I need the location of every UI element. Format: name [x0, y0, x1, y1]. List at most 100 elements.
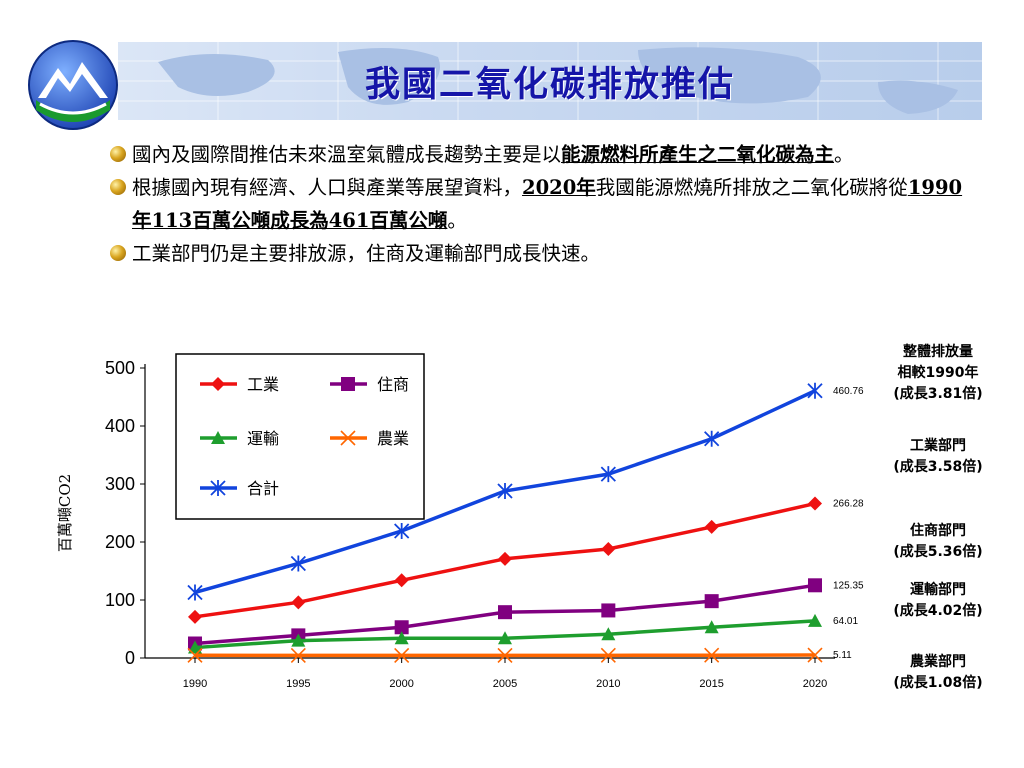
x-tick-label: 1990: [183, 678, 207, 690]
side-note-total: 整體排放量 相較1990年 (成長3.81倍): [868, 342, 1008, 405]
data-point: [704, 430, 720, 447]
y-tick-label: 0: [125, 648, 135, 668]
series-運輸: 64.01: [188, 613, 858, 654]
data-point: [187, 647, 203, 663]
side-note-line: 整體排放量: [903, 344, 973, 360]
bullet-item: 根據國內現有經濟、人口與產業等展望資料，2020年我國能源燃燒所排放之二氧化碳將…: [110, 171, 970, 237]
legend-marker: [340, 430, 356, 446]
data-point: [704, 519, 719, 534]
data-point: [704, 620, 719, 634]
data-point: [394, 620, 409, 635]
series-合計: 460.76: [187, 382, 864, 601]
data-point: [600, 466, 616, 483]
data-point: [188, 609, 202, 624]
data-point: [497, 482, 513, 499]
chart-series: 266.28 125.35 64.01 5.11 460.76: [187, 382, 864, 663]
bullet-text: 。: [834, 143, 854, 166]
bullet-emphasis: 1990年113百萬公噸成長為461百萬公噸: [132, 176, 963, 232]
data-point: [601, 603, 616, 618]
data-label: 125.35: [833, 580, 864, 591]
bullet-text: 國內及國際間推估未來溫室氣體成長趨勢主要是以: [132, 143, 562, 166]
series-農業: 5.11: [187, 647, 852, 663]
x-tick-label: 2015: [699, 678, 723, 690]
data-point: [188, 640, 202, 654]
legend-item: 運輸: [200, 429, 279, 448]
y-axis-label: 百萬噸CO2: [56, 474, 74, 552]
logo-icon: [28, 40, 118, 130]
x-tick-label: 1995: [286, 678, 310, 690]
data-point: [187, 584, 203, 601]
bullet-text: 根據國內現有經濟、人口與產業等展望資料，: [132, 176, 523, 199]
x-tick-label: 2000: [389, 678, 413, 690]
side-note-line: (成長5.36倍): [893, 544, 983, 560]
data-point: [808, 613, 822, 627]
x-tick-label: 2005: [493, 678, 517, 690]
legend-marker: [211, 377, 225, 391]
data-label: 266.28: [833, 499, 864, 510]
data-point: [498, 551, 512, 566]
data-point: [807, 647, 823, 663]
side-note-line: (成長3.81倍): [893, 386, 983, 402]
side-note-line: 工業部門: [910, 438, 966, 454]
legend-label: 農業: [377, 429, 409, 448]
legend-label: 合計: [247, 479, 279, 498]
data-point: [497, 647, 513, 663]
page-title: 我國二氧化碳排放推估: [364, 64, 735, 105]
side-note-line: 相較1990年: [897, 365, 979, 381]
data-label: 64.01: [833, 616, 858, 627]
chart-axes: 0 100 200 300 400 500 1990 1995 2000 2005 2010 2015…: [56, 358, 870, 717]
data-point: [498, 605, 512, 620]
data-label: 460.76: [833, 386, 864, 397]
y-tick-label: 500: [105, 358, 135, 378]
side-note-line: (成長3.58倍): [893, 459, 983, 475]
bullet-icon: [110, 179, 126, 195]
data-point: [808, 578, 822, 593]
side-note-residential: 住商部門 (成長5.36倍): [868, 521, 1008, 563]
y-tick-label: 100: [105, 590, 135, 610]
y-tick-label: 300: [105, 474, 135, 494]
world-map-background: [118, 42, 982, 120]
side-note-agriculture: 農業部門 (成長1.08倍): [868, 652, 1008, 694]
legend-item: 農業: [330, 429, 409, 448]
data-point: [394, 647, 410, 663]
bullet-emphasis: 能源燃料所產生之二氧化碳為主: [561, 143, 835, 166]
side-note-line: 運輸部門: [910, 582, 966, 598]
legend-label: 工業: [247, 375, 279, 394]
y-tick-label: 200: [105, 532, 135, 552]
data-label: 5.11: [833, 650, 852, 661]
bullet-text: 我國能源燃燒所排放之二氧化碳將從: [595, 176, 908, 199]
y-tick-label: 400: [105, 416, 135, 436]
side-note-line: (成長1.08倍): [893, 675, 983, 691]
data-point: [601, 541, 616, 556]
legend-marker: [341, 377, 355, 391]
data-point: [291, 633, 306, 647]
legend-marker: [211, 431, 225, 444]
data-point: [290, 647, 306, 663]
data-point: [290, 555, 306, 572]
bullet-emphasis: 2020年: [522, 176, 596, 199]
x-axis-label: 年: [870, 697, 871, 717]
bullet-text: 工業部門仍是主要排放源，住商及運輸部門成長快速。: [132, 242, 601, 265]
co2-line-chart: 0 100 200 300 400 500 1990 1995 2000 2005 2010 2015…: [56, 353, 870, 717]
data-point: [394, 522, 410, 539]
data-point: [808, 496, 822, 511]
bullet-text: 。: [447, 209, 467, 232]
legend-item: 住商: [330, 375, 409, 394]
legend-marker: [210, 480, 226, 496]
data-point: [601, 627, 616, 641]
data-point: [704, 594, 719, 609]
legend-item: 工業: [200, 375, 279, 394]
series-工業: 266.28: [188, 496, 864, 624]
data-point: [394, 631, 409, 645]
side-note-industry: 工業部門 (成長3.58倍): [868, 436, 1008, 478]
data-point: [394, 573, 409, 588]
bullet-icon: [110, 146, 126, 162]
bullet-icon: [110, 245, 126, 261]
side-note-transport: 運輸部門 (成長4.02倍): [868, 580, 1008, 622]
legend-item: 合計: [200, 479, 279, 498]
bullet-list: 國內及國際間推估未來溫室氣體成長趨勢主要是以能源燃料所產生之二氧化碳為主。 根據…: [110, 138, 970, 270]
bullet-item: 工業部門仍是主要排放源，住商及運輸部門成長快速。: [110, 237, 970, 270]
legend-label: 住商: [377, 375, 409, 394]
data-point: [291, 595, 306, 610]
